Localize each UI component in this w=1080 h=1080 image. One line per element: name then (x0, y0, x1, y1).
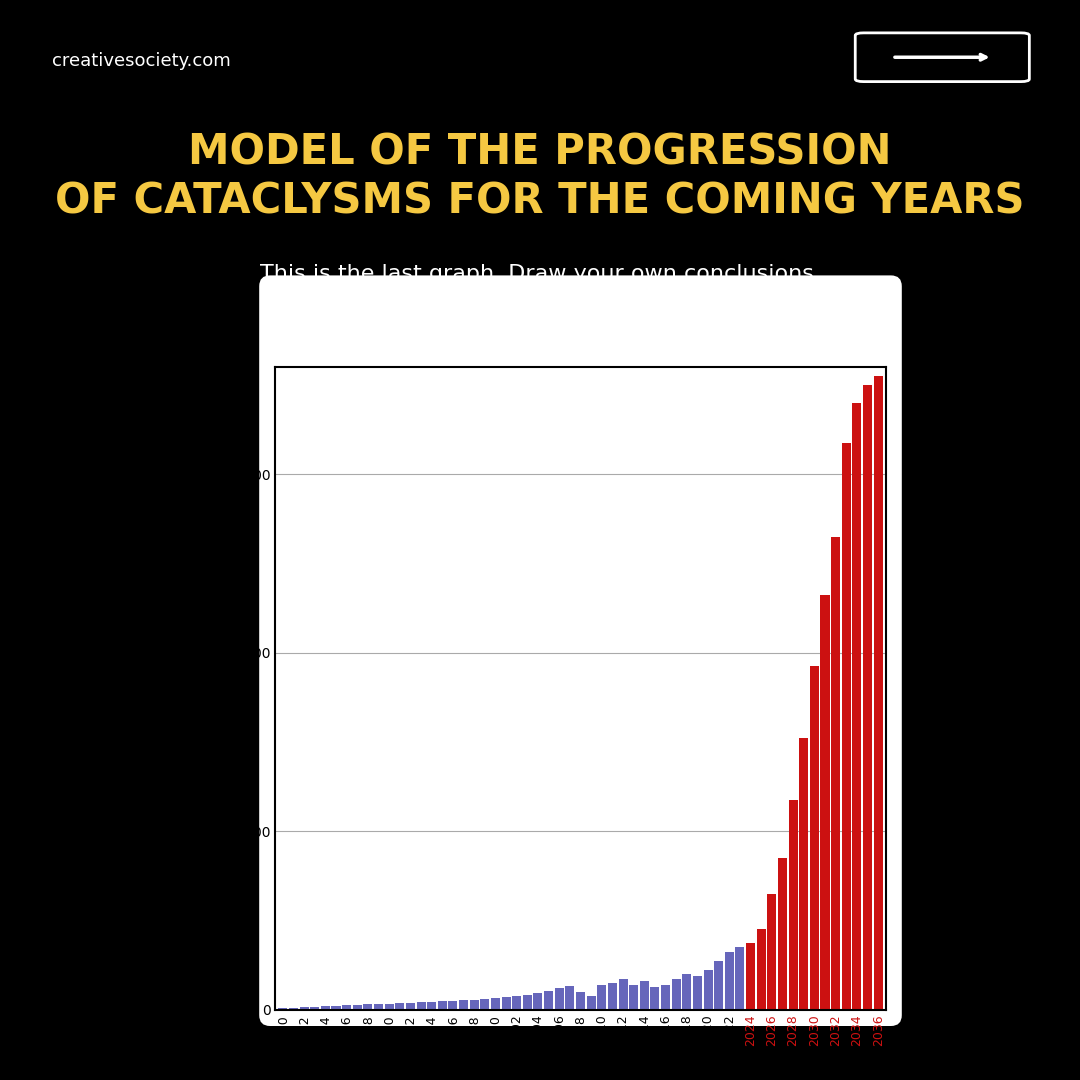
Bar (342, 1005, 351, 1010)
Bar (576, 991, 585, 1010)
Bar (332, 1005, 340, 1010)
Bar (363, 1004, 373, 1010)
Bar (279, 1008, 287, 1010)
Bar (639, 982, 649, 1010)
Bar (406, 1002, 415, 1010)
Bar (481, 999, 489, 1010)
Bar (501, 997, 511, 1010)
Bar (683, 974, 691, 1010)
Bar (555, 988, 564, 1010)
Bar (384, 1003, 394, 1010)
Bar (586, 996, 596, 1010)
Bar (714, 961, 724, 1010)
Bar (310, 1007, 320, 1010)
Bar (757, 930, 766, 1010)
Bar (374, 1004, 383, 1010)
Bar (491, 998, 500, 1010)
Bar (597, 985, 606, 1010)
Bar (289, 1008, 298, 1010)
Bar (821, 595, 829, 1010)
Bar (428, 1002, 436, 1010)
Bar (608, 983, 617, 1010)
Bar (661, 985, 670, 1010)
Bar (672, 978, 680, 1010)
Bar (810, 666, 819, 1010)
Bar (746, 943, 755, 1010)
Bar (788, 800, 798, 1010)
Bar (703, 970, 713, 1010)
Bar (778, 859, 787, 1010)
Bar (437, 1001, 447, 1010)
Bar (459, 1000, 468, 1010)
Bar (523, 995, 531, 1010)
Bar (321, 1007, 329, 1010)
Bar (395, 1003, 404, 1010)
Bar (874, 376, 882, 1010)
Bar (841, 443, 851, 1010)
Bar (299, 1008, 309, 1010)
Bar (353, 1004, 362, 1010)
Bar (650, 987, 660, 1010)
Bar (630, 985, 638, 1010)
Bar (735, 947, 744, 1010)
Text: OF CATACLYSMS FOR THE COMING YEARS: OF CATACLYSMS FOR THE COMING YEARS (55, 180, 1025, 222)
Text: creativesociety.com: creativesociety.com (52, 52, 231, 70)
Bar (693, 976, 702, 1010)
Bar (448, 1001, 458, 1010)
Bar (534, 993, 542, 1010)
Bar (832, 537, 840, 1010)
Bar (852, 403, 862, 1010)
Bar (799, 738, 808, 1010)
Bar (417, 1002, 426, 1010)
Text: This is the last graph. Draw your own conclusions.: This is the last graph. Draw your own co… (259, 264, 821, 284)
Text: MODEL OF THE PROGRESSION: MODEL OF THE PROGRESSION (188, 132, 892, 174)
Bar (863, 386, 872, 1010)
Bar (725, 951, 733, 1010)
Bar (565, 986, 575, 1010)
Bar (512, 997, 522, 1010)
Bar (767, 894, 777, 1010)
Bar (470, 1000, 478, 1010)
Bar (544, 991, 553, 1010)
Bar (619, 978, 627, 1010)
